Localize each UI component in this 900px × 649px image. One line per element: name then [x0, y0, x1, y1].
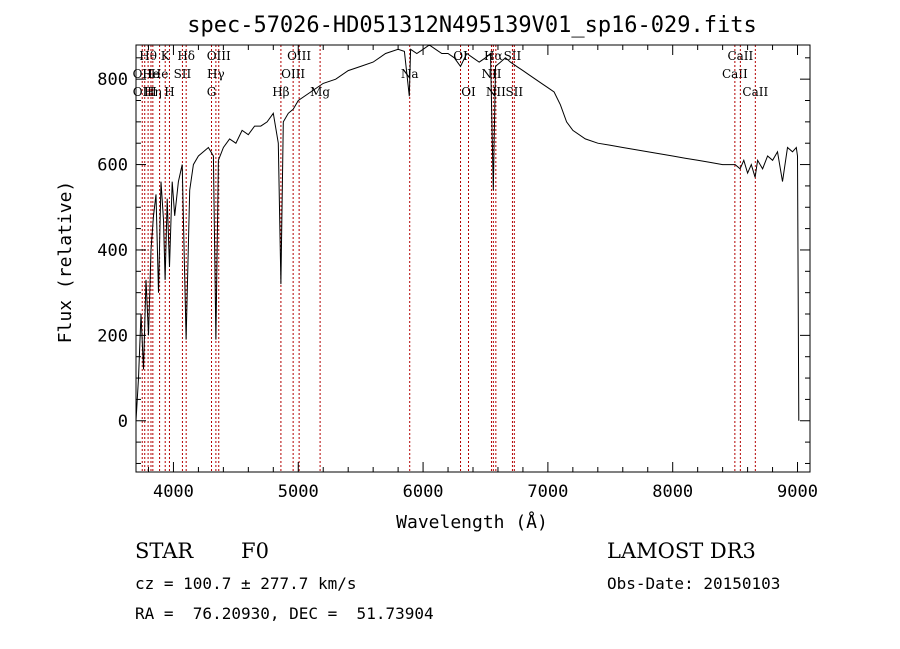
- line-marker-label: OIII: [281, 67, 305, 81]
- line-marker-label: He: [151, 67, 169, 81]
- line-marker-label: OIII: [287, 49, 311, 63]
- y-tick-label: 600: [97, 156, 128, 176]
- line-marker-label: H: [164, 85, 174, 99]
- line-marker-label: SII: [505, 85, 523, 99]
- x-tick-label: 4000: [153, 482, 194, 502]
- obs-date: Obs-Date: 20150103: [607, 574, 781, 593]
- x-tick-label: 7000: [527, 482, 568, 502]
- y-axis: 0 200 400 600 800: [97, 57, 810, 464]
- line-marker-label: Hθ: [139, 49, 157, 63]
- line-marker-label: CaII: [742, 85, 768, 99]
- y-tick-label: 400: [97, 241, 128, 261]
- line-marker-label: OIII: [133, 85, 157, 99]
- y-axis-label: Flux (relative): [55, 181, 76, 344]
- x-axis: 4000 5000 6000 7000 8000 9000: [147, 45, 818, 502]
- survey-name: LAMOST DR3: [607, 539, 756, 563]
- spectrum-line: [135, 44, 800, 421]
- x-tick-label: 6000: [403, 482, 444, 502]
- line-marker-label: Hβ: [272, 85, 289, 99]
- line-marker-label: OI: [461, 85, 476, 99]
- spectral-subclass: F0: [241, 539, 269, 563]
- coordinates: RA = 76.20930, DEC = 51.73904: [135, 604, 434, 623]
- line-marker-label: K: [161, 49, 171, 63]
- plot-frame: [135, 44, 811, 473]
- x-axis-label: Wavelength (Å): [396, 511, 548, 533]
- line-marker-label: CaII: [722, 67, 748, 81]
- line-marker-label: OIII: [207, 49, 231, 63]
- line-marker-label: NII: [481, 67, 501, 81]
- x-tick-label: 5000: [278, 482, 319, 502]
- x-tick-label: 9000: [777, 482, 818, 502]
- line-marker-label: Mg: [310, 85, 330, 99]
- velocity-readout: cz = 100.7 ± 277.7 km/s: [135, 574, 357, 593]
- line-marker-label: OII: [133, 67, 153, 81]
- chart-title: spec-57026-HD051312N495139V01_sp16-029.f…: [187, 13, 757, 38]
- line-marker-label: Hη: [144, 85, 162, 99]
- line-marker-label: SII: [504, 49, 522, 63]
- y-tick-label: 200: [97, 326, 128, 346]
- line-marker-label: Hα: [484, 49, 503, 63]
- line-markers: OIIOIIIHθHeHηHeKHSIIHδGHγOIIIHβOIIIOIIIM…: [133, 45, 768, 472]
- object-type: STAR: [135, 539, 194, 563]
- line-marker-label: He: [142, 67, 160, 81]
- line-marker-label: Hδ: [177, 49, 195, 63]
- y-tick-label: 0: [118, 412, 128, 432]
- line-marker-label: CaII: [727, 49, 753, 63]
- x-tick-label: 8000: [652, 482, 693, 502]
- line-marker-label: G: [207, 85, 217, 99]
- line-marker-label: NII: [486, 85, 506, 99]
- y-tick-label: 800: [97, 70, 128, 90]
- line-marker-label: SII: [174, 67, 192, 81]
- line-marker-label: Hγ: [207, 67, 225, 81]
